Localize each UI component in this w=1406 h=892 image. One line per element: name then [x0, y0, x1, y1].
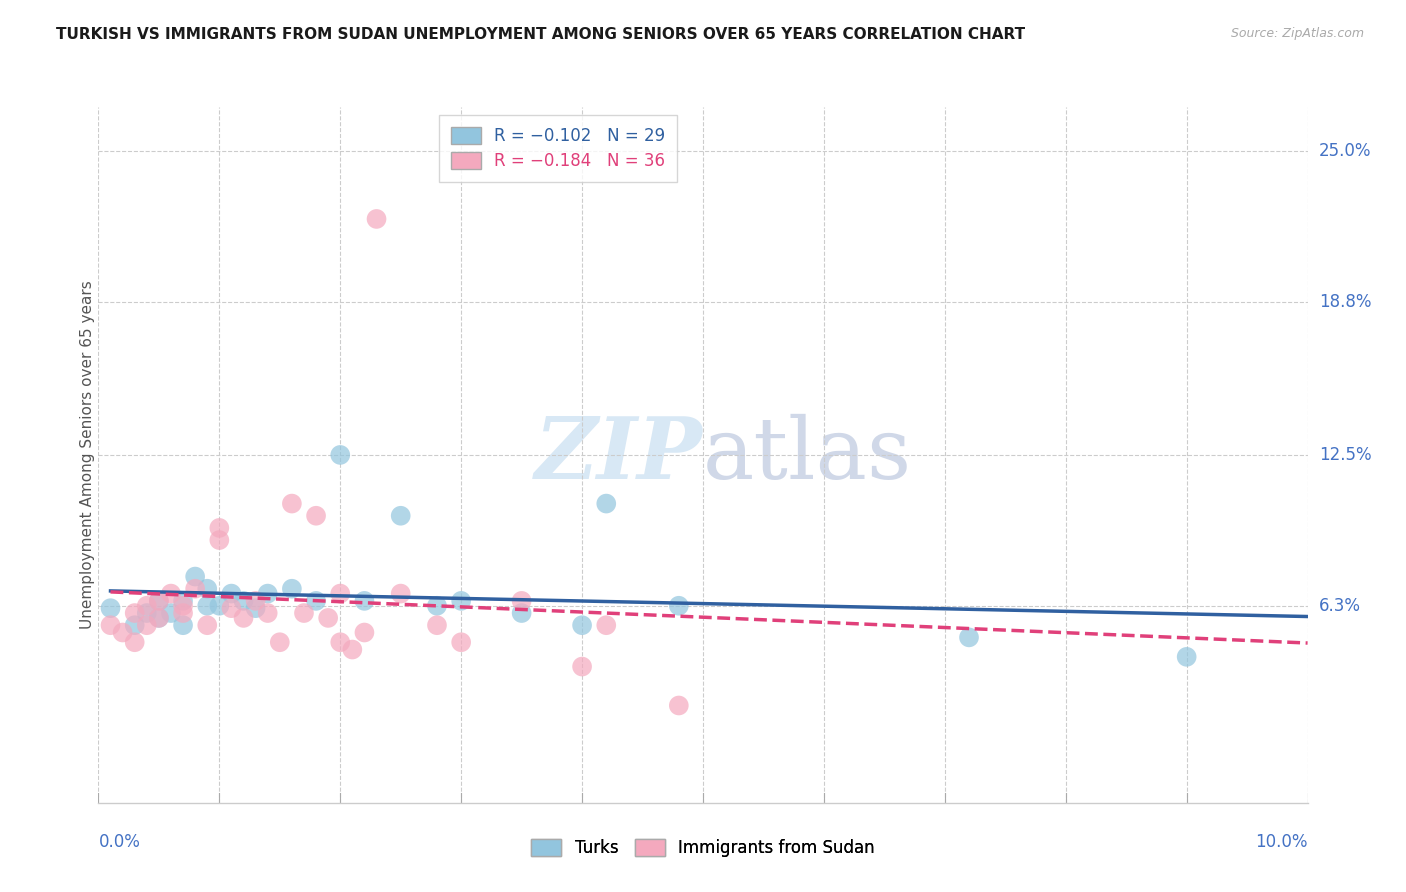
Point [426, 599, 449, 613]
Point [208, 599, 231, 613]
Point [389, 508, 412, 523]
Point [353, 594, 375, 608]
Point [100, 601, 122, 615]
Point [281, 582, 304, 596]
Point [135, 618, 157, 632]
Point [668, 599, 690, 613]
Point [208, 521, 231, 535]
Point [305, 594, 328, 608]
Point [195, 599, 218, 613]
Text: TURKISH VS IMMIGRANTS FROM SUDAN UNEMPLOYMENT AMONG SENIORS OVER 65 YEARS CORREL: TURKISH VS IMMIGRANTS FROM SUDAN UNEMPLO… [56, 27, 1025, 42]
Text: atlas: atlas [703, 413, 912, 497]
Point [245, 601, 267, 615]
Point [232, 594, 254, 608]
Point [148, 594, 170, 608]
Point [232, 611, 254, 625]
Point [1175, 649, 1198, 664]
Point [135, 599, 157, 613]
Point [172, 606, 194, 620]
Text: Source: ZipAtlas.com: Source: ZipAtlas.com [1230, 27, 1364, 40]
Point [510, 594, 533, 608]
Point [124, 635, 146, 649]
Point [221, 601, 243, 615]
Point [595, 618, 617, 632]
Point [305, 508, 328, 523]
Point [256, 586, 278, 600]
Point [450, 594, 472, 608]
Point [269, 635, 291, 649]
Point [208, 533, 231, 547]
Point [184, 569, 207, 583]
Point [148, 611, 170, 625]
Point [135, 606, 157, 620]
Point [172, 618, 194, 632]
Y-axis label: Unemployment Among Seniors over 65 years: Unemployment Among Seniors over 65 years [80, 281, 94, 629]
Text: 0.0%: 0.0% [98, 833, 141, 851]
Point [389, 586, 412, 600]
Point [510, 606, 533, 620]
Point [281, 497, 304, 511]
Text: 10.0%: 10.0% [1256, 833, 1308, 851]
Point [329, 448, 352, 462]
Point [292, 606, 315, 620]
Point [329, 586, 352, 600]
Point [221, 586, 243, 600]
Point [160, 606, 183, 620]
Point [172, 599, 194, 613]
Point [111, 625, 134, 640]
Point [148, 611, 170, 625]
Point [957, 631, 980, 645]
Point [124, 618, 146, 632]
Point [595, 497, 617, 511]
Point [366, 211, 388, 226]
Point [245, 594, 267, 608]
Point [195, 618, 218, 632]
Point [256, 606, 278, 620]
Text: 25.0%: 25.0% [1319, 142, 1371, 160]
Point [450, 635, 472, 649]
Text: 6.3%: 6.3% [1319, 597, 1361, 615]
Point [160, 586, 183, 600]
Point [172, 594, 194, 608]
Point [148, 594, 170, 608]
Text: 12.5%: 12.5% [1319, 446, 1371, 464]
Point [668, 698, 690, 713]
Legend: Turks, Immigrants from Sudan: Turks, Immigrants from Sudan [524, 832, 882, 864]
Point [571, 659, 593, 673]
Point [195, 582, 218, 596]
Text: 18.8%: 18.8% [1319, 293, 1371, 310]
Point [329, 635, 352, 649]
Point [353, 625, 375, 640]
Point [100, 618, 122, 632]
Point [124, 606, 146, 620]
Point [342, 642, 364, 657]
Point [571, 618, 593, 632]
Point [426, 618, 449, 632]
Point [184, 582, 207, 596]
Point [316, 611, 339, 625]
Text: ZIP: ZIP [536, 413, 703, 497]
